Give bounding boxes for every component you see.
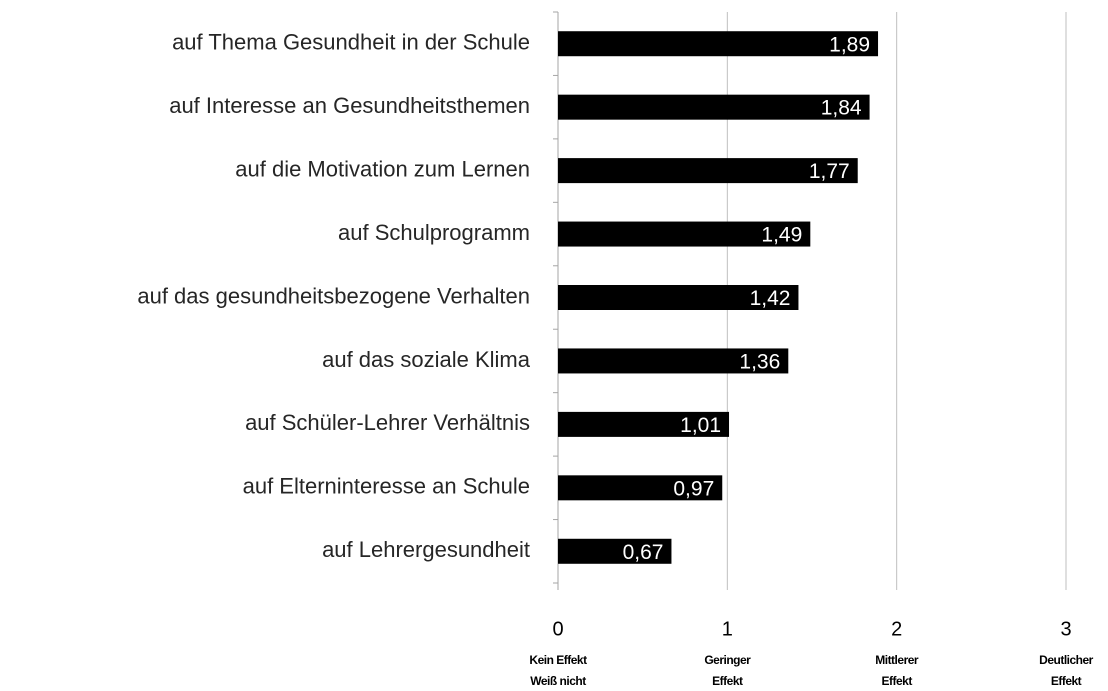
value-label: 1,77 bbox=[809, 160, 850, 183]
x-tick-label: 2 bbox=[891, 618, 902, 640]
y-tick-label: auf das soziale Klima bbox=[322, 347, 531, 372]
x-tick-label: 3 bbox=[1060, 618, 1071, 640]
x-tick-description: Mittlerer bbox=[875, 653, 919, 667]
x-tick-label: 0 bbox=[552, 618, 563, 640]
x-tick-label: 1 bbox=[722, 618, 733, 640]
value-label: 1,84 bbox=[821, 97, 862, 120]
y-tick-label: auf das gesundheitsbezogene Verhalten bbox=[137, 283, 530, 308]
bar bbox=[558, 285, 799, 310]
y-tick-label: auf die Motivation zum Lernen bbox=[235, 156, 530, 181]
value-label: 1,89 bbox=[829, 33, 870, 56]
bar bbox=[558, 158, 858, 184]
x-tick-description: Effekt bbox=[1051, 674, 1082, 688]
bar bbox=[558, 221, 811, 247]
y-tick-label: auf Elterninteresse an Schule bbox=[243, 474, 530, 499]
x-tick-description: Geringer bbox=[704, 653, 751, 667]
bar bbox=[558, 31, 879, 57]
x-tick-description: Deutlicher bbox=[1039, 653, 1094, 667]
y-tick-label: auf Schulprogramm bbox=[338, 220, 530, 245]
value-label: 1,49 bbox=[761, 224, 802, 247]
value-label: 1,42 bbox=[750, 287, 791, 310]
bar bbox=[558, 538, 672, 564]
value-label: 1,01 bbox=[680, 414, 721, 437]
y-tick-label: auf Interesse an Gesundheitsthemen bbox=[169, 93, 530, 118]
bar bbox=[558, 411, 730, 437]
value-label: 1,36 bbox=[739, 350, 780, 373]
y-tick-label: auf Schüler-Lehrer Verhältnis bbox=[245, 410, 530, 435]
y-tick-label: auf Thema Gesundheit in der Schule bbox=[172, 30, 530, 55]
x-tick-description: Effekt bbox=[881, 674, 912, 688]
bar bbox=[558, 475, 723, 501]
x-tick-description: Kein Effekt bbox=[529, 653, 587, 667]
bar bbox=[558, 348, 789, 374]
bar bbox=[558, 94, 870, 120]
value-label: 0,67 bbox=[623, 541, 664, 564]
x-tick-description: Effekt bbox=[712, 674, 743, 688]
value-label: 0,97 bbox=[673, 477, 714, 500]
y-tick-label: auf Lehrergesundheit bbox=[322, 537, 530, 562]
x-tick-description: Weiß nicht bbox=[530, 674, 586, 688]
